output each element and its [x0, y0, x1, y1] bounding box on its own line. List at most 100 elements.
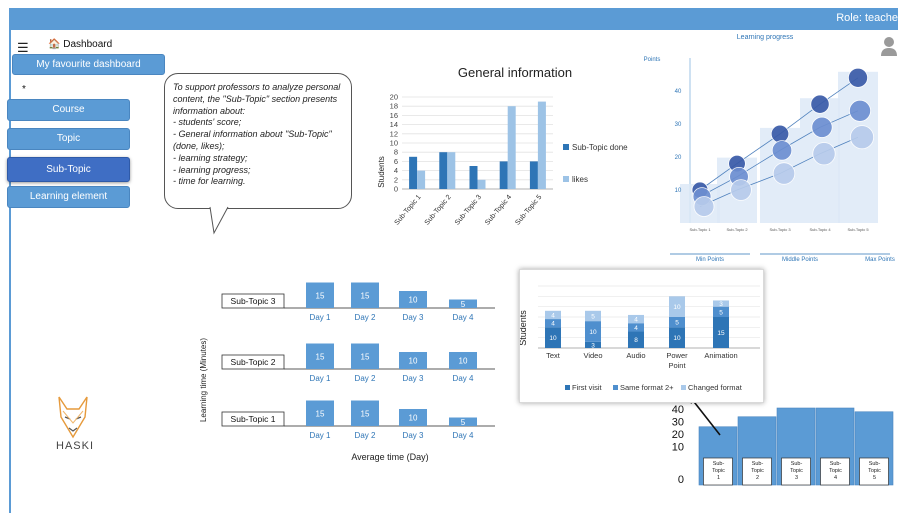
- nav-course-button[interactable]: Course: [7, 99, 130, 121]
- x-category-label: Point: [668, 361, 686, 370]
- segment-label: 5: [675, 320, 679, 327]
- cell-box: [703, 457, 733, 486]
- bar-value: 10: [409, 357, 418, 366]
- hamburger-menu-icon[interactable]: ☰: [17, 40, 29, 55]
- nav-subtopic-button[interactable]: Sub-Topic: [7, 157, 130, 182]
- format-segment: [713, 300, 729, 307]
- callout-item: learning strategy;: [173, 153, 345, 165]
- legend-swatch-same: [613, 385, 618, 390]
- top-bar: Role: teache: [9, 8, 898, 30]
- progress-chart-ylabel: Points: [644, 57, 661, 63]
- progress-bubble: [812, 142, 836, 166]
- segment-label: 3: [719, 301, 723, 308]
- dashboard-label: Dashboard: [63, 39, 113, 50]
- segment-label: 4: [634, 317, 638, 324]
- callout-list: students' score; General information abo…: [173, 117, 345, 188]
- time-row: Sub-Topic 3 15 15 10 5 Day 1 Day 2 Day 3…: [221, 282, 495, 322]
- score-yticks: 0 10 20 30 40: [672, 404, 684, 486]
- legend-swatch-likes: [563, 176, 569, 182]
- segment-label: 10: [673, 335, 681, 342]
- format-segment: [669, 296, 685, 317]
- sidebar-border: [9, 30, 11, 513]
- format-segment-labels: 10 4 4 3 10 5 8 4 4 10 5 10 15 5 3: [549, 301, 725, 349]
- format-segment: [545, 327, 561, 348]
- format-segment: [585, 341, 601, 348]
- format-chart-xlabels: Text Video Audio Power Animation Point: [546, 351, 738, 370]
- bar-done: [409, 156, 418, 189]
- legend-label-done: Sub-Topic done: [572, 143, 628, 152]
- cell-box: [820, 457, 850, 486]
- day-label: Day 2: [355, 374, 376, 383]
- row-label-box: [221, 354, 285, 370]
- y-tick-label: 16: [390, 111, 398, 120]
- format-segment: [545, 310, 561, 320]
- x-category-label: Text: [546, 351, 561, 360]
- dashboard-link[interactable]: 🏠 Dashboard: [48, 39, 112, 50]
- y-tick-label: 6: [394, 157, 398, 166]
- bar-value: 5: [461, 418, 466, 427]
- day-label: Day 4: [453, 374, 474, 383]
- callout-item: learning progress;: [173, 165, 345, 177]
- cell-line: Sub-: [869, 461, 881, 467]
- nav-learning-element-button[interactable]: Learning element: [7, 186, 130, 208]
- nav-topic-button[interactable]: Topic: [7, 128, 130, 150]
- time-bar: [351, 343, 379, 369]
- day-label: Day 4: [453, 313, 474, 322]
- cell-line: Topic: [712, 468, 725, 474]
- user-avatar-icon[interactable]: [881, 36, 897, 56]
- day-label: Day 3: [403, 374, 424, 383]
- time-bar: [399, 291, 427, 308]
- cell-line: 2: [756, 475, 759, 481]
- cell-box: [859, 457, 889, 486]
- format-segment: [713, 317, 729, 348]
- y-tick-label: 20: [390, 93, 398, 102]
- legend-label-likes: likes: [572, 175, 588, 184]
- bar-value: 5: [461, 300, 466, 309]
- general-chart-bars: [409, 101, 546, 189]
- format-segment: [713, 306, 729, 317]
- favourite-dashboard-button[interactable]: My favourite dashboard: [12, 54, 165, 75]
- y-tick-label: 10: [675, 188, 682, 194]
- cell-line: Sub-: [713, 461, 725, 467]
- time-bar: [351, 400, 379, 426]
- day-label: Day 1: [310, 313, 331, 322]
- legend-label-middle: Middle Points: [782, 257, 818, 263]
- cell-line: 3: [795, 475, 798, 481]
- general-chart-yticks: 0 2 4 6 8 10 12 14 16 18 20: [390, 93, 398, 194]
- general-chart-title: General information: [458, 65, 572, 80]
- cell-line: Topic: [868, 468, 881, 474]
- y-tick-label: 40: [675, 89, 682, 95]
- day-label: Day 3: [403, 313, 424, 322]
- cell-line: 1: [717, 475, 720, 481]
- cell-line: Sub-: [830, 461, 842, 467]
- x-category-label: Animation: [704, 351, 737, 360]
- segment-label: 4: [634, 325, 638, 332]
- x-category-label: Sub-Topic 5: [847, 227, 869, 232]
- callout-item: General information about "Sub-Topic" (d…: [173, 129, 345, 153]
- x-category-label: Sub-Topic 2: [424, 194, 453, 227]
- bar-value: 15: [316, 352, 325, 361]
- day-label: Day 1: [310, 431, 331, 440]
- learning-progress-chart: Learning progress Points 10 20 30 40 Sub…: [644, 34, 895, 263]
- callout-item: students' score;: [173, 117, 345, 129]
- learning-format-chart: Students 10 4 4 3 10 5 8 4 4 10 5 10 15 …: [518, 285, 760, 392]
- legend-label-max: Max Points: [865, 257, 895, 263]
- x-category-label: Sub-Topic 2: [726, 227, 748, 232]
- callout-tail: [209, 205, 229, 235]
- progress-bubble: [810, 94, 830, 114]
- progress-bubble: [770, 124, 790, 144]
- format-segment: [628, 314, 644, 324]
- bar-value: 15: [361, 409, 370, 418]
- row-label-box: [221, 293, 285, 309]
- format-segment: [628, 331, 644, 348]
- bar-value: 10: [409, 414, 418, 423]
- x-category-label: Video: [583, 351, 602, 360]
- bar-done: [499, 161, 508, 189]
- progress-bubble: [693, 196, 715, 217]
- time-chart-rows: Sub-Topic 3 15 15 10 5 Day 1 Day 2 Day 3…: [221, 282, 495, 440]
- segment-label: 4: [551, 321, 555, 328]
- haski-logo-text: HASKI: [56, 440, 95, 452]
- progress-bubble: [849, 125, 874, 150]
